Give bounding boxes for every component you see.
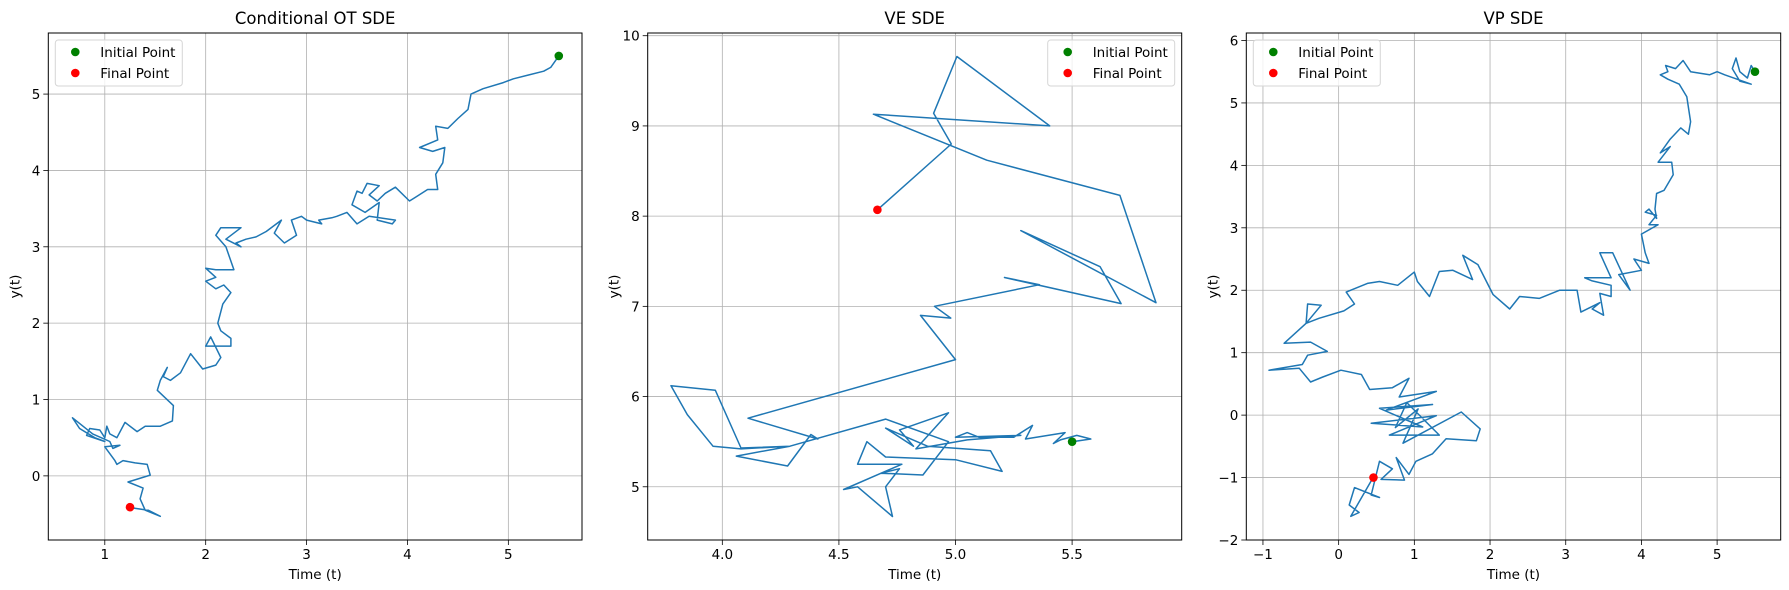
subplot-2: 4.0 4.5 5.0 5.5 5 6 7 8 9 10 VE SDE Time (t) y(t) Ini… xyxy=(607,9,1183,583)
x-axis-label: Time (t) xyxy=(887,567,941,583)
y-axis-label: y(t) xyxy=(607,275,623,299)
legend-final-marker xyxy=(71,68,80,78)
axes-frame xyxy=(47,32,583,541)
y-tick-label: 1 xyxy=(1230,346,1239,362)
x-tick-label: 4 xyxy=(1637,547,1646,563)
x-axis-label: Time (t) xyxy=(1486,567,1540,583)
subplot-3: −1 0 1 2 3 4 5 −2 −1 0 1 2 3 4 5 6 VP SDE Time (t) y(t) Ini… xyxy=(1205,9,1782,583)
y-tick-label: 4 xyxy=(32,163,41,179)
y-axis-label: y(t) xyxy=(7,275,23,299)
x-tick-label: 1 xyxy=(1410,547,1419,563)
initial-point-marker xyxy=(1067,437,1077,446)
legend-initial-marker xyxy=(1063,47,1072,57)
legend-label: Initial Point xyxy=(1093,45,1168,61)
y-tick-label: 10 xyxy=(623,29,640,45)
x-tick-label: 0 xyxy=(1334,547,1343,563)
x-tick-label: 4.5 xyxy=(828,547,849,563)
legend: Initial Point Final Point xyxy=(1252,39,1381,87)
legend: Initial Point Final Point xyxy=(54,39,183,87)
y-tick-label: 7 xyxy=(631,299,640,315)
y-tick-label: −1 xyxy=(1218,471,1238,487)
x-tick-label: 1 xyxy=(101,547,110,563)
x-tick-label: 3 xyxy=(302,547,311,563)
y-tick-label: 5 xyxy=(32,87,41,103)
y-tick-label: 5 xyxy=(631,480,640,496)
x-tick-label: 3 xyxy=(1561,547,1570,563)
final-point-marker xyxy=(1369,473,1378,482)
x-tick-label: 5.5 xyxy=(1061,547,1082,563)
axes-frame xyxy=(647,32,1183,541)
subplot-title: VP SDE xyxy=(1483,9,1543,28)
y-tick-label: 5 xyxy=(1230,96,1239,112)
legend-final-marker xyxy=(1063,68,1072,78)
y-tick-label: 9 xyxy=(631,119,640,135)
final-point-marker xyxy=(125,502,135,512)
legend-initial-marker xyxy=(1269,47,1278,57)
x-tick-label: 2 xyxy=(201,547,210,563)
x-axis-label: Time (t) xyxy=(288,567,342,583)
y-tick-label: 3 xyxy=(1230,221,1239,237)
legend-label: Initial Point xyxy=(1298,45,1373,61)
legend-box xyxy=(54,39,183,87)
subplot-title: Conditional OT SDE xyxy=(235,9,396,28)
x-tick-label: 5 xyxy=(504,547,513,563)
y-tick-label: −2 xyxy=(1218,533,1238,549)
y-tick-label: 2 xyxy=(1230,283,1239,299)
y-tick-label: 1 xyxy=(32,393,41,409)
y-tick-label: 2 xyxy=(32,316,41,332)
legend-label: Final Point xyxy=(1298,66,1367,82)
y-tick-label: 4 xyxy=(1230,158,1239,174)
x-tick-label: 4 xyxy=(403,547,412,563)
y-tick-label: 6 xyxy=(631,390,640,406)
legend-final-marker xyxy=(1269,68,1278,78)
y-tick-label: 8 xyxy=(631,209,640,225)
x-tick-label: 5.0 xyxy=(945,547,966,563)
legend-box xyxy=(1252,39,1381,87)
x-tick-label: −1 xyxy=(1253,547,1273,563)
initial-point-marker xyxy=(1750,67,1760,77)
subplot-title: VE SDE xyxy=(884,9,945,28)
x-tick-label: 4.0 xyxy=(712,547,733,563)
legend-label: Final Point xyxy=(1093,66,1162,82)
legend-label: Final Point xyxy=(100,66,169,82)
subplot-1: 1 2 3 4 5 0 1 2 3 4 5 Conditional OT SDE Time (t) y(t… xyxy=(7,9,583,583)
trajectory-line xyxy=(71,55,560,518)
y-axis-label: y(t) xyxy=(1205,275,1221,299)
final-point-marker xyxy=(873,205,882,215)
x-tick-label: 2 xyxy=(1486,547,1495,563)
x-tick-label: 5 xyxy=(1713,547,1722,563)
y-tick-label: 0 xyxy=(32,469,41,485)
legend-box xyxy=(1047,39,1176,87)
legend-label: Initial Point xyxy=(100,45,175,61)
y-tick-label: 3 xyxy=(32,240,41,256)
legend-initial-marker xyxy=(71,47,80,57)
y-tick-label: 0 xyxy=(1230,408,1239,424)
trajectory-line xyxy=(670,55,1157,518)
legend: Initial Point Final Point xyxy=(1047,39,1176,87)
initial-point-marker xyxy=(554,51,564,61)
y-tick-label: 6 xyxy=(1230,33,1239,49)
axes-frame xyxy=(1245,32,1782,541)
trajectory-line xyxy=(1268,57,1756,518)
